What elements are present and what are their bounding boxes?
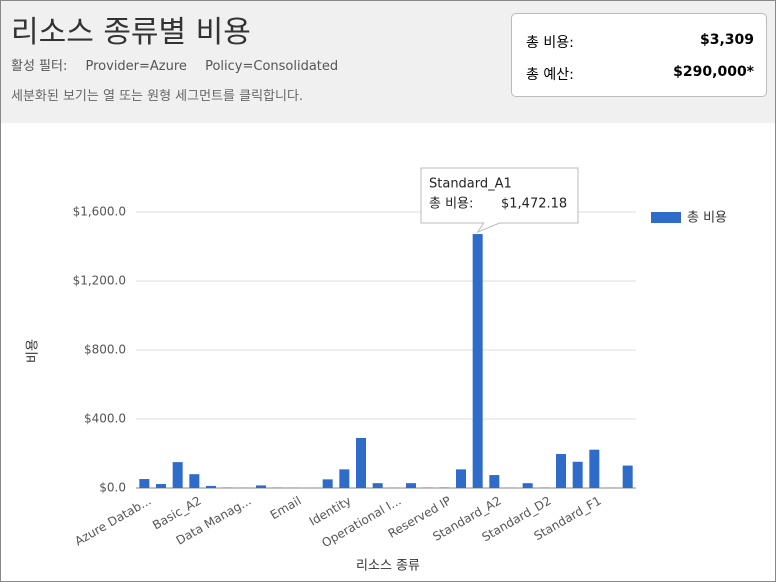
bar (372, 483, 383, 488)
bar (356, 437, 366, 488)
bar (589, 449, 600, 488)
bar (156, 484, 166, 488)
summary-row: 총 예산: $290,000* (526, 64, 754, 84)
bar (472, 234, 483, 488)
filter[interactable]: Policy=Consolidated (205, 59, 339, 74)
summary-row: 총 비용: $3,309 (526, 32, 754, 52)
y-tick-label: $800.0 (84, 343, 126, 357)
y-tick-label: $1,200.0 (73, 274, 126, 288)
tooltip-title: Standard_A1 (429, 177, 512, 192)
bar (339, 469, 350, 488)
bar (522, 483, 533, 488)
summary-value: $290,000* (673, 64, 754, 80)
summary-value: $3,309 (699, 32, 754, 48)
bar (189, 474, 200, 488)
tooltip-box (420, 167, 579, 234)
bar (139, 479, 150, 488)
bar (622, 465, 633, 488)
x-axis-title: 리소스 종류 (356, 559, 420, 574)
bar (172, 462, 183, 488)
y-axis-title: 비용 (26, 339, 41, 363)
page-title: 리소스 종류별 비용 (11, 15, 251, 50)
tooltip-value: $1,472.18 (501, 197, 567, 212)
bar (406, 483, 416, 488)
y-tick-label: $400.0 (84, 412, 126, 426)
filters: 활성 필터: Provider=Azure Policy=Consolidate… (11, 55, 352, 74)
x-tick-label: Email (268, 494, 304, 523)
filter-label: 활성 필터: (11, 59, 68, 74)
tooltip-label: 총 비용: (429, 197, 473, 212)
bar (572, 461, 583, 488)
bar (556, 454, 566, 488)
bar (256, 485, 266, 488)
summary-box: 총 비용: $3,309 총 예산: $290,000* (511, 13, 767, 97)
bar (489, 475, 500, 488)
chart: 비용 리소스 종류 $0.0 $400.0 $800.0 $1,200.0 $1,600… (26, 167, 727, 574)
hint: 세분화된 보기는 열 또는 원형 세그먼트를 클릭합니다. (11, 89, 304, 104)
bar (439, 487, 450, 488)
y-tick-label: $1,600.0 (73, 205, 126, 219)
x-tick-label: Azure Datab... (72, 494, 153, 549)
legend-label: 총 비용 (687, 211, 727, 226)
bar (456, 469, 466, 488)
bar (322, 479, 333, 488)
filter[interactable]: Provider=Azure (85, 59, 187, 74)
summary-label: 총 예산: (526, 67, 574, 83)
header: 리소스 종류별 비용 활성 필터: Provider=Azure Policy=… (1, 1, 775, 123)
bar (206, 485, 216, 488)
y-tick-label: $0.0 (99, 481, 126, 495)
summary-label: 총 비용: (526, 35, 574, 51)
legend-swatch (651, 212, 681, 223)
